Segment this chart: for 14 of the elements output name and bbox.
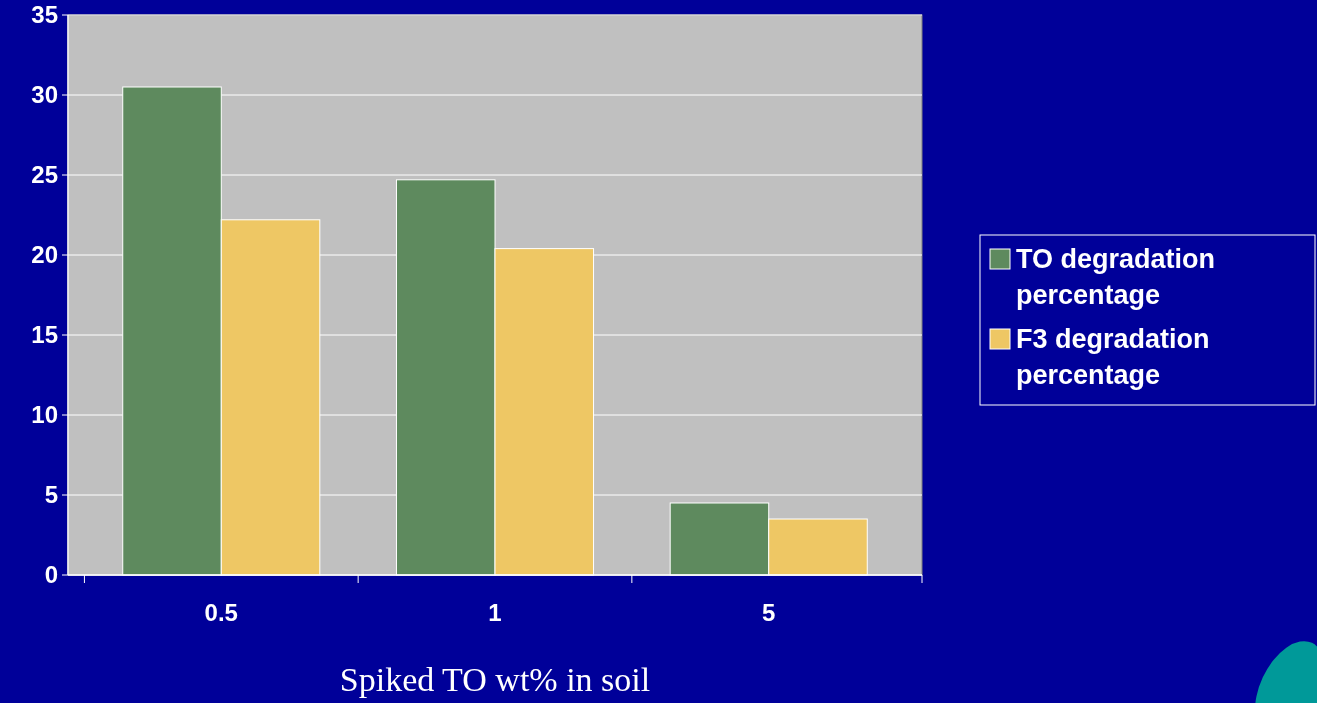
y-tick-label: 0 xyxy=(44,561,58,589)
y-tick-label: 20 xyxy=(31,241,58,269)
y-tick-label: 15 xyxy=(31,321,58,349)
y-tick-label: 10 xyxy=(31,401,58,429)
x-axis-title: Spiked TO wt% in soil xyxy=(339,661,651,698)
x-tick-label: 0.5 xyxy=(204,599,238,626)
x-tick-label: 5 xyxy=(762,599,776,626)
y-tick-label: 25 xyxy=(31,161,58,189)
y-tick-label: 5 xyxy=(44,481,58,509)
legend-label: TO degradation percentage xyxy=(1016,244,1216,310)
x-tick-label: 1 xyxy=(488,599,502,626)
legend-label: F3 degradation percentage xyxy=(1016,324,1210,390)
y-tick-label: 30 xyxy=(31,81,58,109)
y-tick-label: 35 xyxy=(31,1,58,29)
